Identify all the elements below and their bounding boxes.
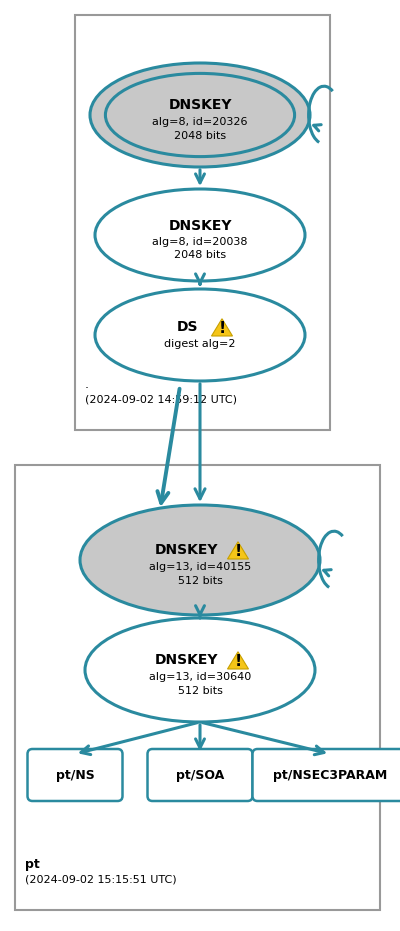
Text: digest alg=2: digest alg=2 (164, 339, 236, 349)
Polygon shape (212, 318, 232, 336)
Text: DNSKEY: DNSKEY (168, 219, 232, 233)
Text: 2048 bits: 2048 bits (174, 250, 226, 260)
FancyBboxPatch shape (148, 749, 252, 801)
Text: .: . (85, 378, 89, 391)
Text: alg=8, id=20326: alg=8, id=20326 (152, 117, 248, 127)
Text: pt: pt (25, 858, 40, 871)
FancyBboxPatch shape (28, 749, 122, 801)
Polygon shape (228, 652, 248, 669)
Ellipse shape (95, 289, 305, 381)
Ellipse shape (85, 618, 315, 722)
Text: DNSKEY: DNSKEY (154, 543, 218, 557)
Text: (2024-09-02 14:59:12 UTC): (2024-09-02 14:59:12 UTC) (85, 394, 237, 404)
Text: !: ! (234, 654, 242, 668)
Text: DNSKEY: DNSKEY (154, 653, 218, 667)
Text: alg=13, id=40155: alg=13, id=40155 (149, 562, 251, 572)
Text: alg=13, id=30640: alg=13, id=30640 (149, 672, 251, 682)
Bar (15, 465, 380, 910)
Text: 512 bits: 512 bits (178, 576, 222, 586)
FancyBboxPatch shape (252, 749, 400, 801)
Text: pt/NSEC3PARAM: pt/NSEC3PARAM (273, 768, 387, 781)
Text: DS: DS (177, 320, 199, 334)
Text: alg=8, id=20038: alg=8, id=20038 (152, 237, 248, 247)
Text: (2024-09-02 15:15:51 UTC): (2024-09-02 15:15:51 UTC) (25, 875, 177, 885)
Text: !: ! (234, 544, 242, 559)
Ellipse shape (95, 189, 305, 281)
Bar (75, 15, 330, 430)
Ellipse shape (90, 63, 310, 167)
Text: DNSKEY: DNSKEY (168, 98, 232, 112)
Text: 512 bits: 512 bits (178, 686, 222, 696)
Polygon shape (228, 542, 248, 559)
Text: pt/NS: pt/NS (56, 768, 94, 781)
Text: 2048 bits: 2048 bits (174, 131, 226, 141)
Ellipse shape (80, 505, 320, 615)
Text: pt/SOA: pt/SOA (176, 768, 224, 781)
Text: !: ! (218, 320, 226, 336)
